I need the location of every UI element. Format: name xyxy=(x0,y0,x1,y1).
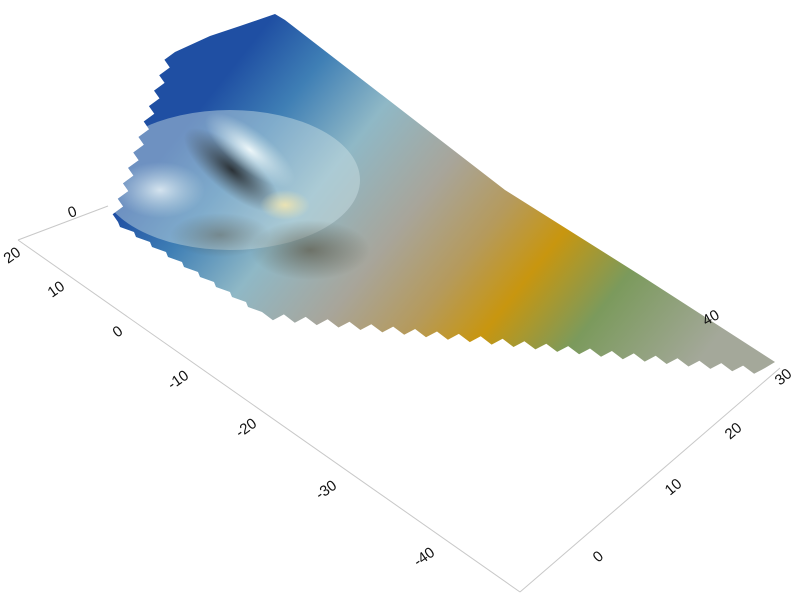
x-tick-label: -10 xyxy=(165,367,193,393)
x-tick-label: -20 xyxy=(233,415,261,441)
mud-shade-2 xyxy=(170,213,270,257)
y-tick-label: 10 xyxy=(662,475,686,499)
x-tick-label: -30 xyxy=(313,477,341,503)
x-tick-label: 0 xyxy=(110,323,127,342)
x-tick-label: 10 xyxy=(45,278,68,301)
y-axis-ticks: 0 10 20 30 xyxy=(590,365,796,566)
y-tick-label: 20 xyxy=(722,419,746,443)
ridge-highlight-2 xyxy=(115,162,205,218)
surface xyxy=(100,14,775,374)
back-axis-line xyxy=(18,206,108,240)
y-tick-label: 0 xyxy=(590,548,607,566)
warm-spot xyxy=(260,190,310,220)
x-tick-label: -40 xyxy=(411,544,439,570)
y-axis-line xyxy=(520,368,780,592)
x-tick-label: 20 xyxy=(1,244,24,267)
y-tick-label: 30 xyxy=(772,365,796,389)
z-tick-label: 0 xyxy=(66,203,80,222)
